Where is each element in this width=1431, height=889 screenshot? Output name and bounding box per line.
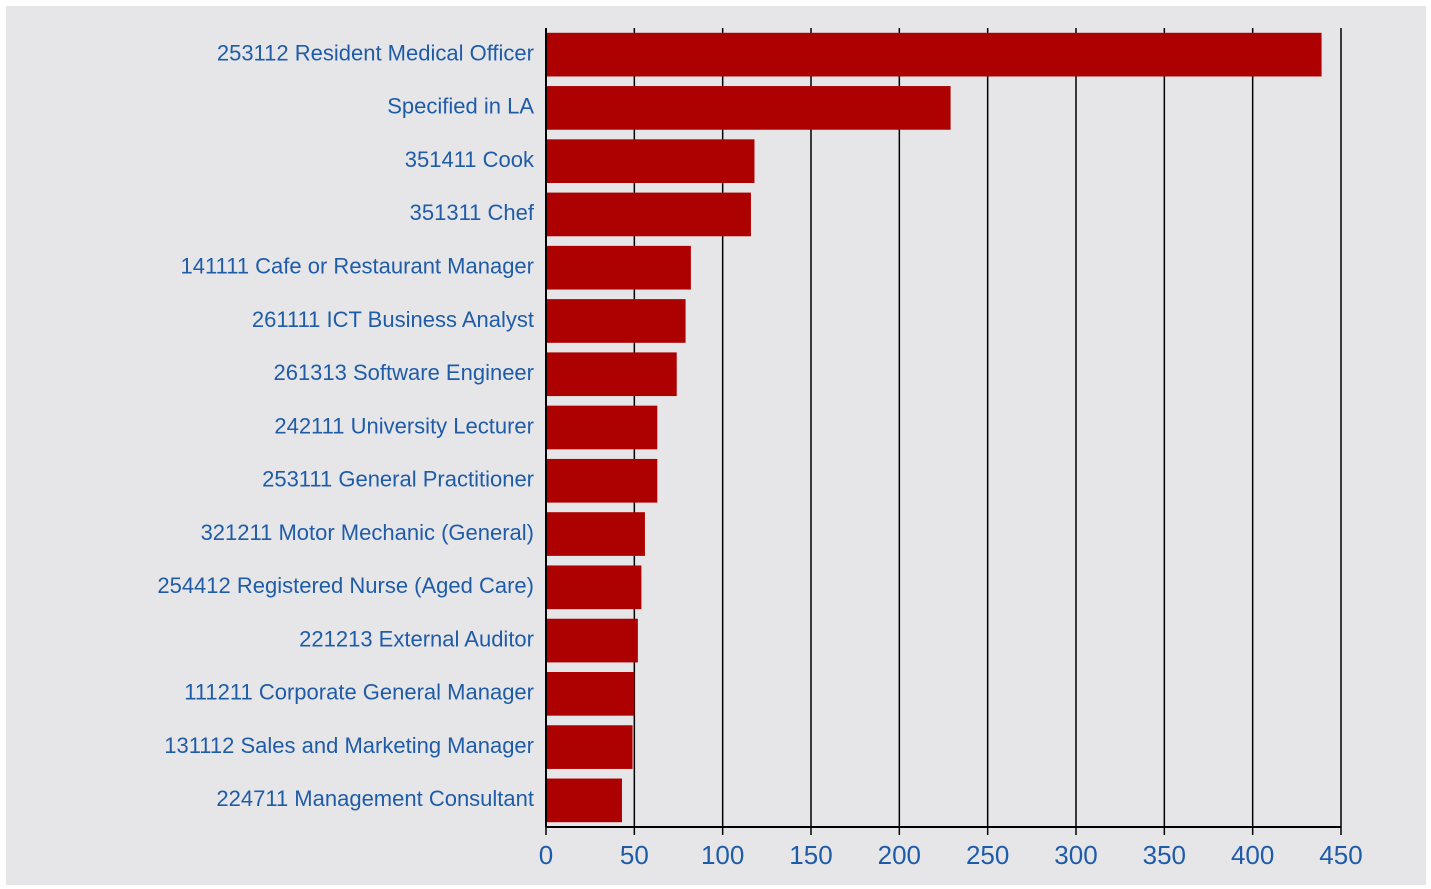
x-tick-label: 50 [620, 840, 649, 870]
bar [546, 139, 755, 184]
x-tick-label: 200 [878, 840, 921, 870]
bar [546, 352, 677, 397]
y-tick-label: 141111 Cafe or Restaurant Manager [181, 254, 534, 279]
y-tick-label: 254412 Registered Nurse (Aged Care) [157, 573, 534, 598]
x-tick-label: 450 [1319, 840, 1362, 870]
bar [546, 565, 642, 610]
y-tick-label: 242111 University Lecturer [274, 413, 534, 438]
x-tick-label: 350 [1143, 840, 1186, 870]
bar [546, 458, 658, 503]
bar [546, 512, 645, 556]
x-tick-label: 150 [789, 840, 832, 870]
y-tick-label: 224711 Management Consultant [216, 786, 534, 811]
y-tick-label: 321211 Motor Mechanic (General) [201, 520, 534, 545]
y-tick-label: 111211 Corporate General Manager [184, 680, 534, 705]
x-tick-label: 300 [1054, 840, 1097, 870]
bar [546, 618, 638, 663]
y-tick-label: Specified in LA [387, 94, 534, 119]
bar [546, 192, 751, 237]
y-tick-label: 351411 Cook [405, 147, 535, 172]
x-tick-label: 250 [966, 840, 1009, 870]
bar [546, 299, 686, 343]
y-tick-label: 261111 ICT Business Analyst [252, 307, 534, 332]
y-tick-label: 253112 Resident Medical Officer [217, 40, 534, 65]
bar [546, 405, 658, 450]
bar [546, 86, 951, 130]
x-tick-label: 100 [701, 840, 744, 870]
y-tick-label: 253111 General Practitioner [262, 467, 534, 492]
x-tick-label: 400 [1231, 840, 1274, 870]
y-tick-label: 261313 Software Engineer [273, 360, 534, 385]
x-tick-label: 0 [539, 840, 553, 870]
y-tick-label: 351311 Chef [410, 200, 535, 225]
y-tick-label: 221213 External Auditor [299, 626, 534, 651]
bar [546, 245, 691, 290]
bar [546, 32, 1322, 77]
y-tick-label: 131112 Sales and Marketing Manager [164, 733, 534, 758]
bar [546, 671, 635, 716]
bar [546, 725, 633, 769]
bar [546, 778, 622, 823]
